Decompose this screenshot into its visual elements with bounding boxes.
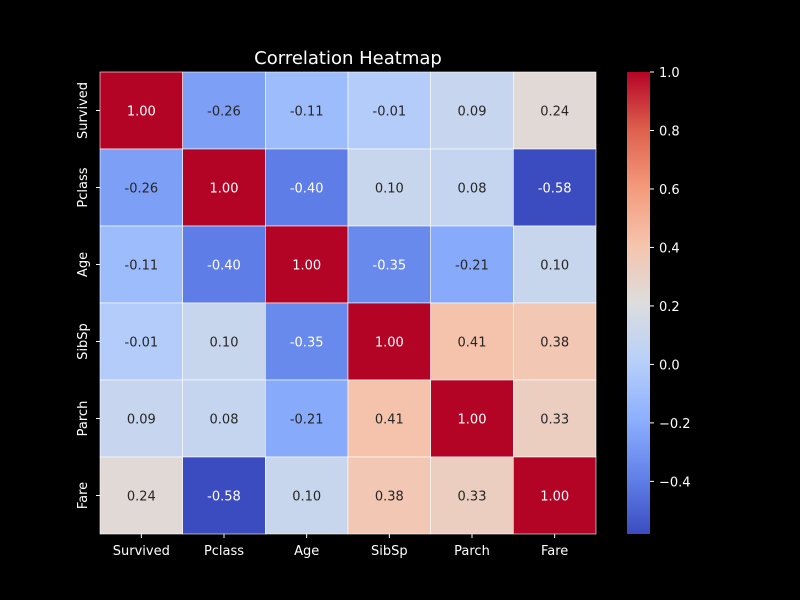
cell-value-label: 0.09: [458, 105, 487, 120]
y-tick-label-pclass: Pclass: [76, 167, 91, 207]
colorbar-tick-label: 0.2: [659, 300, 680, 315]
heatmap-cells: [99, 71, 597, 535]
heatmap-cell-parch-pclass: [182, 379, 266, 458]
heatmap-cell-survived-age: [265, 71, 349, 150]
x-tick-label-fare: Fare: [541, 544, 568, 559]
cell-value-label: -0.21: [455, 259, 489, 274]
heatmap-cell-pclass-survived: [99, 148, 183, 227]
cell-value-label: -0.01: [373, 105, 407, 120]
x-tick-label-survived: Survived: [113, 544, 170, 559]
cell-value-label: -0.35: [290, 336, 324, 351]
heatmap-cell-pclass-pclass: [182, 148, 266, 227]
heatmap-cell-age-survived: [99, 225, 183, 304]
heatmap-cell-fare-sibsp: [347, 456, 431, 535]
heatmap-cell-fare-parch: [430, 456, 514, 535]
heatmap-cell-sibsp-pclass: [182, 302, 266, 381]
heatmap-cell-parch-survived: [99, 379, 183, 458]
heatmap-cell-parch-fare: [513, 379, 597, 458]
cell-value-label: -0.40: [207, 259, 241, 274]
cell-value-label: 1.00: [458, 413, 487, 428]
cell-value-label: 0.09: [127, 413, 156, 428]
y-tick-label-sibsp: SibSp: [76, 323, 91, 360]
cell-value-label: -0.11: [290, 105, 324, 120]
cell-value-label: 0.24: [127, 490, 156, 505]
cell-value-label: 0.10: [210, 336, 239, 351]
cell-value-label: -0.58: [207, 490, 241, 505]
colorbar-tick-label: −0.4: [659, 475, 691, 490]
y-tick-label-fare: Fare: [76, 482, 91, 509]
cell-value-label: 0.10: [540, 259, 569, 274]
chart-title: Correlation Heatmap: [254, 48, 442, 69]
colorbar-tick-label: 0.8: [659, 124, 680, 139]
y-tick-label-parch: Parch: [76, 401, 91, 437]
y-tick-label-age: Age: [76, 252, 91, 277]
cell-value-label: 0.41: [458, 336, 487, 351]
cell-value-label: 1.00: [540, 490, 569, 505]
x-tick-label-parch: Parch: [454, 544, 490, 559]
cell-value-label: 0.38: [375, 490, 404, 505]
heatmap-cell-sibsp-sibsp: [347, 302, 431, 381]
heatmap-cell-survived-survived: [99, 71, 183, 150]
cell-value-label: -0.11: [125, 259, 159, 274]
x-tick-label-pclass: Pclass: [204, 544, 244, 559]
x-tick-label-age: Age: [294, 544, 319, 559]
cell-value-label: 1.00: [127, 105, 156, 120]
cell-value-label: 0.24: [540, 105, 569, 120]
heatmap-cell-age-sibsp: [347, 225, 431, 304]
cell-value-label: -0.35: [373, 259, 407, 274]
cell-value-label: 1.00: [292, 259, 321, 274]
heatmap-cell-age-age: [265, 225, 349, 304]
cell-value-label: -0.21: [290, 413, 324, 428]
heatmap-annotations: 1.00 -0.26 -0.11 -0.01 0.09 0.24 -0.26 1.00 -0.4…: [125, 105, 572, 505]
colorbar: 1.0 0.8 0.6 0.4 0.2 0.0 −0.2 −0.4: [627, 66, 691, 534]
colorbar-tick-label: 1.0: [659, 66, 680, 81]
cell-value-label: 0.08: [210, 413, 239, 428]
heatmap-cell-sibsp-survived: [99, 302, 183, 381]
colorbar-tick-label: 0.0: [659, 358, 680, 373]
x-tick-label-sibsp: SibSp: [371, 544, 408, 559]
cell-value-label: 0.10: [375, 182, 404, 197]
heatmap-cell-age-parch: [430, 225, 514, 304]
cell-value-label: 0.10: [292, 490, 321, 505]
heatmap-cell-fare-fare: [513, 456, 597, 535]
y-tick-label-survived: Survived: [76, 82, 91, 139]
heatmap-cell-pclass-sibsp: [347, 148, 431, 227]
heatmap-cell-pclass-fare: [513, 148, 597, 227]
colorbar-gradient: [627, 72, 650, 534]
y-axis-ticks: Survived Pclass Age SibSp Parch Fare: [76, 82, 100, 509]
heatmap-cell-parch-parch: [430, 379, 514, 458]
cell-value-label: 0.41: [375, 413, 404, 428]
heatmap-cell-age-pclass: [182, 225, 266, 304]
colorbar-tick-label: 0.6: [659, 183, 680, 198]
cell-value-label: 1.00: [210, 182, 239, 197]
heatmap-cell-sibsp-age: [265, 302, 349, 381]
cell-value-label: -0.01: [125, 336, 159, 351]
heatmap-cell-survived-sibsp: [347, 71, 431, 150]
heatmap-cell-age-fare: [513, 225, 597, 304]
colorbar-tick-label: −0.2: [659, 417, 691, 432]
heatmap-cell-fare-age: [265, 456, 349, 535]
heatmap-cell-pclass-age: [265, 148, 349, 227]
heatmap-cell-sibsp-fare: [513, 302, 597, 381]
cell-value-label: 0.08: [458, 182, 487, 197]
cell-value-label: 0.38: [540, 336, 569, 351]
heatmap-cell-survived-pclass: [182, 71, 266, 150]
cell-value-label: -0.40: [290, 182, 324, 197]
cell-value-label: -0.26: [207, 105, 241, 120]
cell-value-label: 0.33: [540, 413, 569, 428]
heatmap-cell-sibsp-parch: [430, 302, 514, 381]
cell-value-label: 0.33: [458, 490, 487, 505]
heatmap-cell-fare-survived: [99, 456, 183, 535]
cell-value-label: -0.26: [125, 182, 159, 197]
colorbar-tick-label: 0.4: [659, 241, 680, 256]
cell-value-label: 1.00: [375, 336, 404, 351]
cell-value-label: -0.58: [538, 182, 572, 197]
x-axis-ticks: Survived Pclass Age SibSp Parch Fare: [113, 534, 568, 559]
